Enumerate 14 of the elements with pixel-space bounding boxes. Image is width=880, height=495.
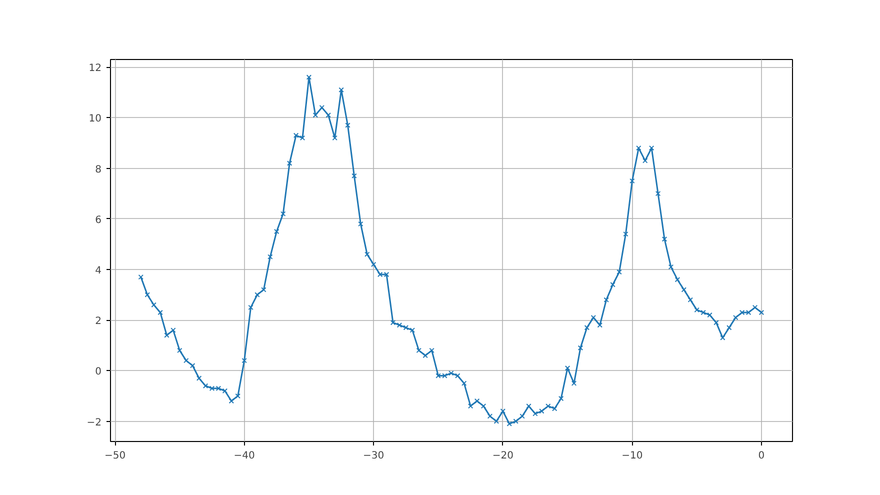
x-tick-label: −10	[622, 450, 643, 462]
y-tick-label: −2	[86, 417, 102, 428]
y-tick-label: 4	[95, 265, 102, 276]
y-tick-label: 8	[95, 164, 102, 176]
x-tick-label: −40	[234, 450, 255, 462]
y-tick-label: 12	[88, 63, 102, 74]
y-tick-label: 2	[95, 316, 102, 328]
x-tick-label: −30	[363, 450, 384, 462]
y-tick-label: 0	[95, 366, 102, 378]
y-tick-label: 6	[95, 214, 102, 226]
x-tick-label: 0	[758, 450, 765, 462]
x-tick-label: −50	[104, 450, 126, 462]
x-tick-label: −20	[492, 450, 514, 462]
y-tick-label: 10	[88, 114, 102, 125]
